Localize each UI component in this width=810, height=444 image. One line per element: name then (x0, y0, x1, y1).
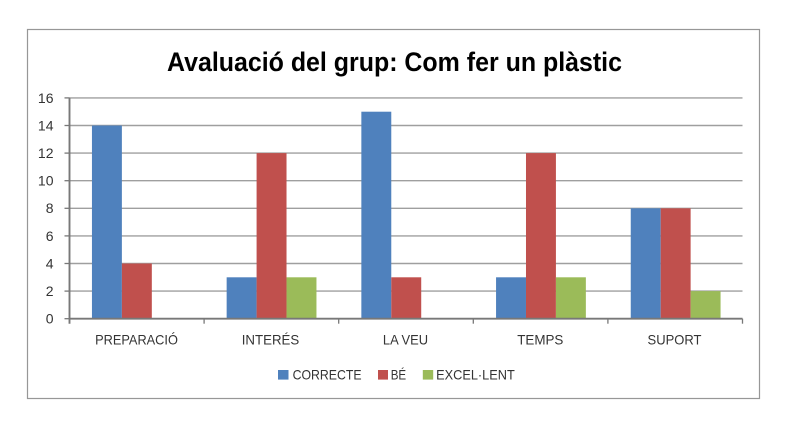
svg-text:SUPORT: SUPORT (648, 332, 702, 348)
svg-text:PREPARACIÓ: PREPARACIÓ (95, 332, 178, 348)
svg-text:2: 2 (46, 283, 54, 299)
svg-text:INTERÉS: INTERÉS (242, 332, 300, 348)
svg-text:12: 12 (38, 145, 54, 161)
svg-text:10: 10 (38, 173, 54, 189)
svg-text:4: 4 (46, 255, 54, 271)
svg-text:Avaluació del grup: Com fer un: Avaluació del grup: Com fer un plàstic (167, 47, 622, 77)
svg-text:6: 6 (46, 228, 54, 244)
svg-text:8: 8 (46, 200, 54, 216)
svg-text:LA VEU: LA VEU (383, 332, 428, 348)
svg-text:EXCEL·LENT: EXCEL·LENT (436, 366, 515, 382)
svg-text:16: 16 (38, 90, 54, 106)
svg-text:BÉ: BÉ (391, 366, 407, 382)
svg-text:CORRECTE: CORRECTE (293, 366, 362, 382)
svg-text:TEMPS: TEMPS (517, 332, 563, 348)
svg-text:0: 0 (46, 311, 54, 327)
svg-text:14: 14 (38, 117, 54, 133)
